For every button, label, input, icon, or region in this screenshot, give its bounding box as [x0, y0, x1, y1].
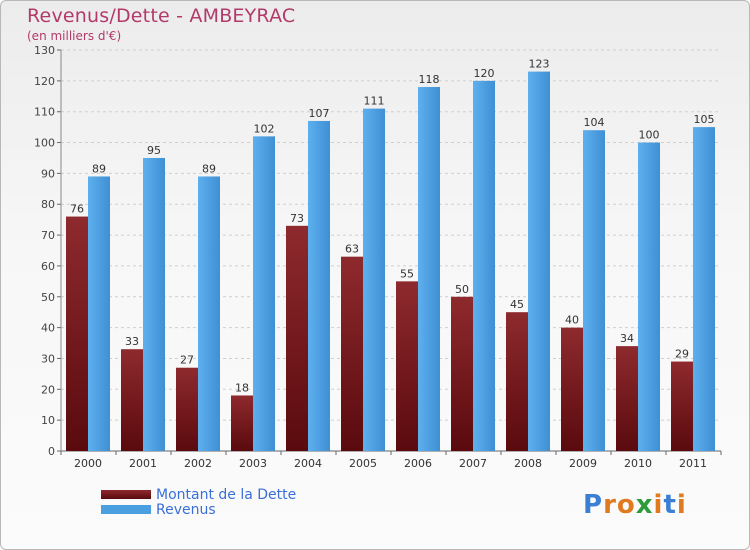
proxiti-logo: Proxiti	[583, 490, 687, 520]
data-label-dette: 55	[400, 267, 414, 280]
data-label-dette: 29	[675, 348, 689, 361]
legend-item-revenus: Revenus	[101, 501, 296, 518]
legend-label-revenus: Revenus	[156, 501, 216, 518]
data-label-revenus: 89	[92, 162, 106, 175]
data-label-dette: 50	[455, 283, 469, 296]
y-tick-label: 20	[41, 383, 55, 396]
y-tick-label: 90	[41, 167, 55, 180]
bar-revenus	[473, 80, 495, 451]
legend-swatch-revenus	[101, 505, 151, 514]
bar-dette	[451, 296, 473, 451]
bar-dette	[616, 346, 638, 451]
data-label-revenus: 111	[364, 95, 385, 108]
logo-letter: P	[583, 490, 604, 520]
bar-dette	[176, 367, 198, 451]
x-tick-label: 2010	[624, 457, 652, 470]
data-label-revenus: 102	[254, 122, 275, 135]
data-label-dette: 33	[125, 335, 139, 348]
data-label-dette: 40	[565, 314, 579, 327]
x-tick-label: 2003	[239, 457, 267, 470]
data-label-dette: 34	[620, 332, 634, 345]
logo-letter: o	[616, 490, 636, 520]
data-label-revenus: 89	[202, 162, 216, 175]
bar-dette	[341, 256, 363, 451]
y-tick-label: 30	[41, 352, 55, 365]
data-label-revenus: 104	[584, 116, 605, 129]
bar-revenus	[308, 120, 330, 451]
bar-revenus	[143, 157, 165, 451]
y-tick-label: 100	[34, 137, 55, 150]
x-tick-label: 2001	[129, 457, 157, 470]
y-tick-label: 130	[34, 44, 55, 57]
legend-item-dette: Montant de la Dette	[101, 486, 297, 503]
y-tick-label: 40	[41, 322, 55, 335]
bar-dette	[66, 216, 88, 451]
data-label-revenus: 123	[529, 58, 550, 71]
logo-letter: t	[663, 490, 677, 520]
data-label-dette: 45	[510, 298, 524, 311]
bar-revenus	[418, 87, 440, 451]
legend-label-dette: Montant de la Dette	[156, 486, 297, 503]
x-tick-label: 2006	[404, 457, 432, 470]
bar-dette	[671, 361, 693, 451]
bar-dette	[286, 225, 308, 451]
bar-dette	[121, 349, 143, 451]
data-label-dette: 73	[290, 212, 304, 225]
x-tick-label: 2005	[349, 457, 377, 470]
data-label-dette: 18	[235, 381, 249, 394]
y-tick-label: 0	[48, 445, 55, 458]
chart-subtitle: (en milliers d'€)	[27, 29, 122, 43]
bar-dette	[506, 312, 528, 451]
logo-letter: x	[635, 490, 654, 520]
bar-revenus	[198, 176, 220, 451]
y-tick-label: 50	[41, 291, 55, 304]
bar-revenus	[363, 108, 385, 451]
logo-letter: r	[603, 490, 617, 520]
chart-title: Revenus/Dette - AMBEYRAC	[27, 5, 296, 27]
bar-revenus	[88, 176, 110, 451]
y-tick-label: 120	[34, 75, 55, 88]
bar-dette	[231, 395, 253, 451]
data-label-revenus: 120	[474, 67, 495, 80]
bar-revenus	[693, 127, 715, 451]
bar-dette	[396, 281, 418, 451]
data-label-revenus: 118	[419, 73, 440, 86]
x-tick-label: 2002	[184, 457, 212, 470]
y-tick-label: 10	[41, 414, 55, 427]
y-tick-label: 110	[34, 106, 55, 119]
x-tick-label: 2000	[74, 457, 102, 470]
y-tick-label: 80	[41, 198, 55, 211]
bar-revenus	[583, 130, 605, 451]
x-tick-label: 2011	[679, 457, 707, 470]
x-tick-label: 2008	[514, 457, 542, 470]
x-tick-label: 2004	[294, 457, 322, 470]
data-label-revenus: 95	[147, 144, 161, 157]
data-label-revenus: 100	[639, 129, 660, 142]
data-label-dette: 63	[345, 243, 359, 256]
bar-revenus	[528, 71, 550, 451]
bar-revenus	[253, 136, 275, 451]
y-tick-label: 60	[41, 260, 55, 273]
data-label-dette: 27	[180, 354, 194, 367]
data-label-dette: 76	[70, 203, 84, 216]
bar-revenus	[638, 142, 660, 452]
legend-swatch-dette	[101, 490, 151, 499]
chart-legend: Montant de la Dette Revenus	[101, 486, 297, 518]
x-tick-label: 2007	[459, 457, 487, 470]
logo-letter: i	[676, 490, 687, 520]
logo-letter: i	[653, 490, 664, 520]
data-label-revenus: 107	[309, 107, 330, 120]
data-label-revenus: 105	[694, 113, 715, 126]
y-tick-label: 70	[41, 229, 55, 242]
x-tick-label: 2009	[569, 457, 597, 470]
bar-dette	[561, 327, 583, 451]
